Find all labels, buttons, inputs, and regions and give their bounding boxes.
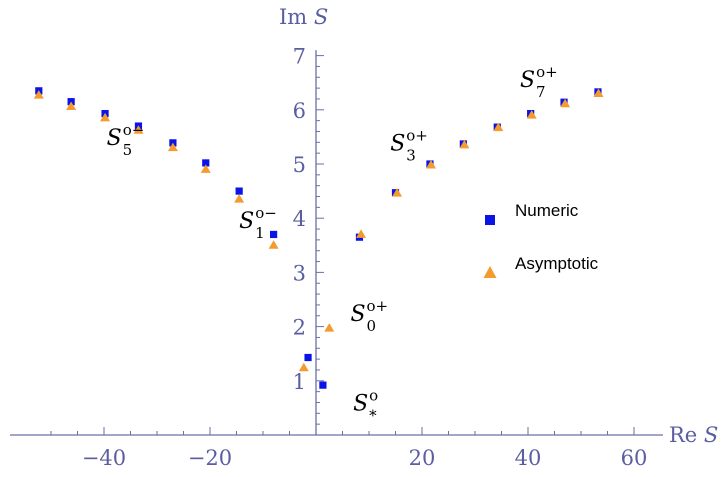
asymptotic-point <box>493 122 504 132</box>
asymptotic-point <box>392 188 403 197</box>
x-axis-title: Re S <box>669 423 718 447</box>
x-tick-label: −40 <box>82 446 126 470</box>
x-tick-label: −20 <box>188 446 232 470</box>
asymptotic-point <box>100 112 111 122</box>
numeric-point <box>270 230 278 239</box>
asymptotic-point <box>459 139 470 149</box>
y-tick-label: 6 <box>293 99 306 123</box>
data-points <box>33 87 604 389</box>
x-tick-label: 40 <box>515 446 542 470</box>
y-tick-label: 4 <box>293 207 306 231</box>
legend: Numeric Asymptotic <box>483 201 599 278</box>
numeric-point <box>319 381 327 389</box>
point-annotation: So+ 3 <box>390 126 428 164</box>
asymptotic-point <box>298 362 309 372</box>
asymptotic-point <box>66 101 77 110</box>
point-annotation: So+ 7 <box>520 63 558 101</box>
point-annotation: So+ 0 <box>350 297 388 335</box>
asymptotic-point <box>526 110 537 119</box>
y-axis-title: Im S <box>279 5 328 29</box>
legend-marker-numeric <box>485 215 495 225</box>
legend-label: Asymptotic <box>515 254 599 273</box>
numeric-point <box>304 353 312 362</box>
axes <box>10 50 663 436</box>
y-tick-label: 7 <box>293 45 306 69</box>
asymptotic-point <box>593 88 604 97</box>
x-tick-label: 20 <box>409 446 436 470</box>
asymptotic-point <box>268 240 279 249</box>
point-annotation: So− 5 <box>107 121 145 159</box>
numeric-point <box>202 159 210 167</box>
asymptotic-point <box>560 98 571 108</box>
asymptotic-point <box>426 159 437 169</box>
asymptotic-point <box>234 194 245 203</box>
axis-titles: Im S Re S <box>279 5 718 447</box>
asymptotic-point <box>200 164 211 173</box>
y-tick-label: 2 <box>293 316 306 340</box>
asymptotic-point <box>324 323 335 332</box>
ticks: −40 −20 20 40 60 1 2 3 4 5 6 7 <box>50 45 648 470</box>
point-annotation: So− 1 <box>239 204 277 242</box>
y-tick-label: 3 <box>293 261 306 285</box>
legend-label: Numeric <box>515 201 579 220</box>
y-tick-label: 1 <box>293 370 306 394</box>
numeric-point <box>235 187 243 195</box>
x-tick-label: 60 <box>621 446 648 470</box>
asymptotic-point <box>33 90 44 99</box>
legend-marker-asymptotic <box>483 266 497 278</box>
annotations: So− 5 So− 1 So+ 3 So+ 7 So+ 0 So * <box>107 63 558 425</box>
asymptotic-point <box>356 229 367 238</box>
asymptotic-point <box>167 142 178 152</box>
point-annotation: So * <box>353 387 378 425</box>
asymptotic-point <box>133 125 144 134</box>
y-tick-label: 5 <box>293 153 306 177</box>
